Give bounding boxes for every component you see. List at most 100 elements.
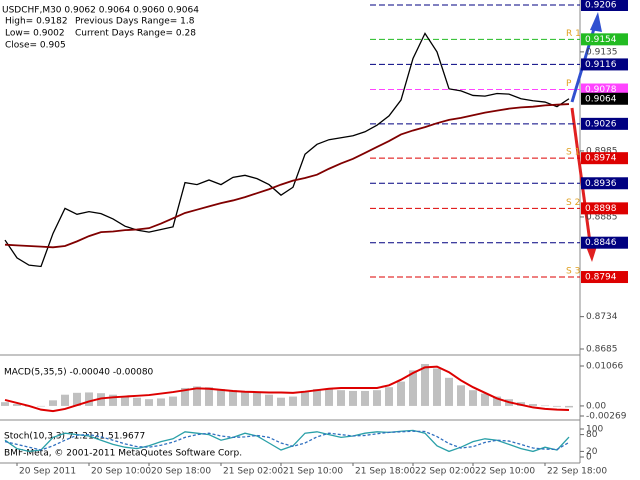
up-arrow-head: [590, 12, 602, 32]
level-value: 0.8846: [585, 238, 617, 248]
info-text: Current Days Range= 0.28: [75, 29, 196, 39]
series-line: [4, 430, 570, 451]
info-text: Close= 0.905: [5, 41, 66, 51]
level-value: 0.9078: [585, 85, 617, 95]
current-price-box: [581, 92, 628, 105]
x-tick-label: 22 Sep 10:00: [475, 467, 535, 477]
x-tick-label: 21 Sep 10:00: [283, 467, 343, 477]
macd-bar: [61, 394, 69, 406]
y-tick-label: -0.00269: [586, 412, 627, 422]
series-line: [4, 103, 570, 249]
y-tick-label: 20: [586, 447, 598, 457]
y-tick-label: 0.00: [586, 401, 606, 411]
macd-bar: [529, 404, 537, 406]
macd-bar: [565, 405, 573, 408]
x-tick-label: 21 Sep 18:00: [355, 467, 415, 477]
macd-bar: [397, 381, 405, 406]
macd-title: MACD(5,35,5) -0.00040 -0.00080: [4, 368, 154, 378]
signal-line: [4, 365, 570, 413]
macd-bar: [337, 390, 345, 406]
y-tick-label: 80: [586, 430, 598, 440]
level-box: [581, 58, 628, 71]
macd-bar: [361, 390, 369, 406]
level-value: 0.9206: [585, 1, 617, 11]
info-text: Low= 0.9002: [5, 29, 65, 39]
macd-bar: [409, 370, 417, 406]
level-label: S 1: [566, 148, 580, 158]
macd-bar: [493, 396, 501, 406]
macd-bar: [313, 389, 321, 406]
macd-bar: [385, 387, 393, 406]
macd-bar: [469, 390, 477, 406]
level-box: [581, 271, 628, 284]
level-box: [581, 83, 628, 96]
macd-bar: [289, 396, 297, 406]
macd-bar: [1, 402, 9, 406]
macd-bar: [169, 396, 177, 406]
macd-bar: [433, 368, 441, 406]
series-line: [4, 429, 570, 453]
macd-bar: [133, 397, 141, 406]
x-tick-label: 22 Sep 02:00: [415, 467, 475, 477]
x-tick-label: 20 Sep 10:00: [91, 467, 151, 477]
macd-bar: [205, 387, 213, 406]
macd-bar: [217, 389, 225, 406]
macd-bar: [481, 393, 489, 406]
level-value: 0.8898: [585, 204, 617, 214]
y-tick-label: 0: [586, 453, 592, 463]
x-tick-label: 21 Sep 02:00: [223, 467, 283, 477]
level-label: S 2: [566, 198, 580, 208]
series-line: [4, 32, 570, 268]
macd-bar: [325, 389, 333, 406]
level-value: 0.9154: [585, 35, 617, 45]
y-tick-label: 100: [586, 425, 603, 435]
y-tick-label: 0.8885: [586, 212, 618, 222]
level-box: [581, 117, 628, 130]
y-tick-label: 0.8985: [586, 146, 618, 156]
macd-bar: [157, 398, 165, 406]
level-label: P: [566, 79, 572, 89]
y-tick-label: 0.8734: [586, 312, 618, 322]
current-price: 0.9064: [585, 94, 617, 104]
level-value: 0.8974: [585, 154, 617, 164]
macd-bar: [421, 363, 429, 406]
y-tick-label: 0.01066: [586, 362, 623, 372]
macd-bar: [97, 393, 105, 406]
level-box: [581, 152, 628, 165]
macd-bar: [229, 390, 237, 406]
y-tick-label: 0.9135: [586, 47, 618, 57]
level-box: [581, 236, 628, 249]
level-value: 0.9026: [585, 119, 617, 129]
y-tick-label: 0.8685: [586, 345, 618, 355]
level-label: R 1: [566, 29, 581, 39]
macd-bar: [145, 399, 153, 406]
level-value: 0.8794: [585, 273, 617, 283]
macd-bar: [37, 405, 45, 407]
macd-bar: [13, 404, 21, 406]
x-tick-label: 20 Sep 2011: [19, 467, 76, 477]
info-text: Previous Days Range= 1.8: [75, 17, 195, 27]
macd-bar: [85, 392, 93, 406]
level-value: 0.9116: [585, 60, 617, 70]
macd-bar: [193, 386, 201, 406]
level-value: 0.8936: [585, 179, 617, 189]
macd-bar: [265, 394, 273, 406]
macd-bar: [301, 390, 309, 406]
x-tick-label: 20 Sep 18:00: [151, 467, 211, 477]
level-box: [581, 0, 628, 11]
macd-bar: [541, 405, 549, 407]
level-box: [581, 33, 628, 46]
macd-bar: [253, 392, 261, 406]
stoch-title: Stoch(10,3,3) 71.2121 51.9677: [4, 432, 145, 442]
macd-bar: [241, 390, 249, 406]
macd-bar: [277, 397, 285, 406]
macd-bar: [445, 377, 453, 406]
level-label: S 3: [566, 267, 580, 277]
macd-bar: [349, 390, 357, 406]
macd-bar: [49, 400, 57, 406]
macd-bar: [121, 396, 129, 406]
info-text: High= 0.9182: [5, 17, 68, 27]
macd-bar: [457, 385, 465, 406]
macd-bar: [181, 387, 189, 406]
